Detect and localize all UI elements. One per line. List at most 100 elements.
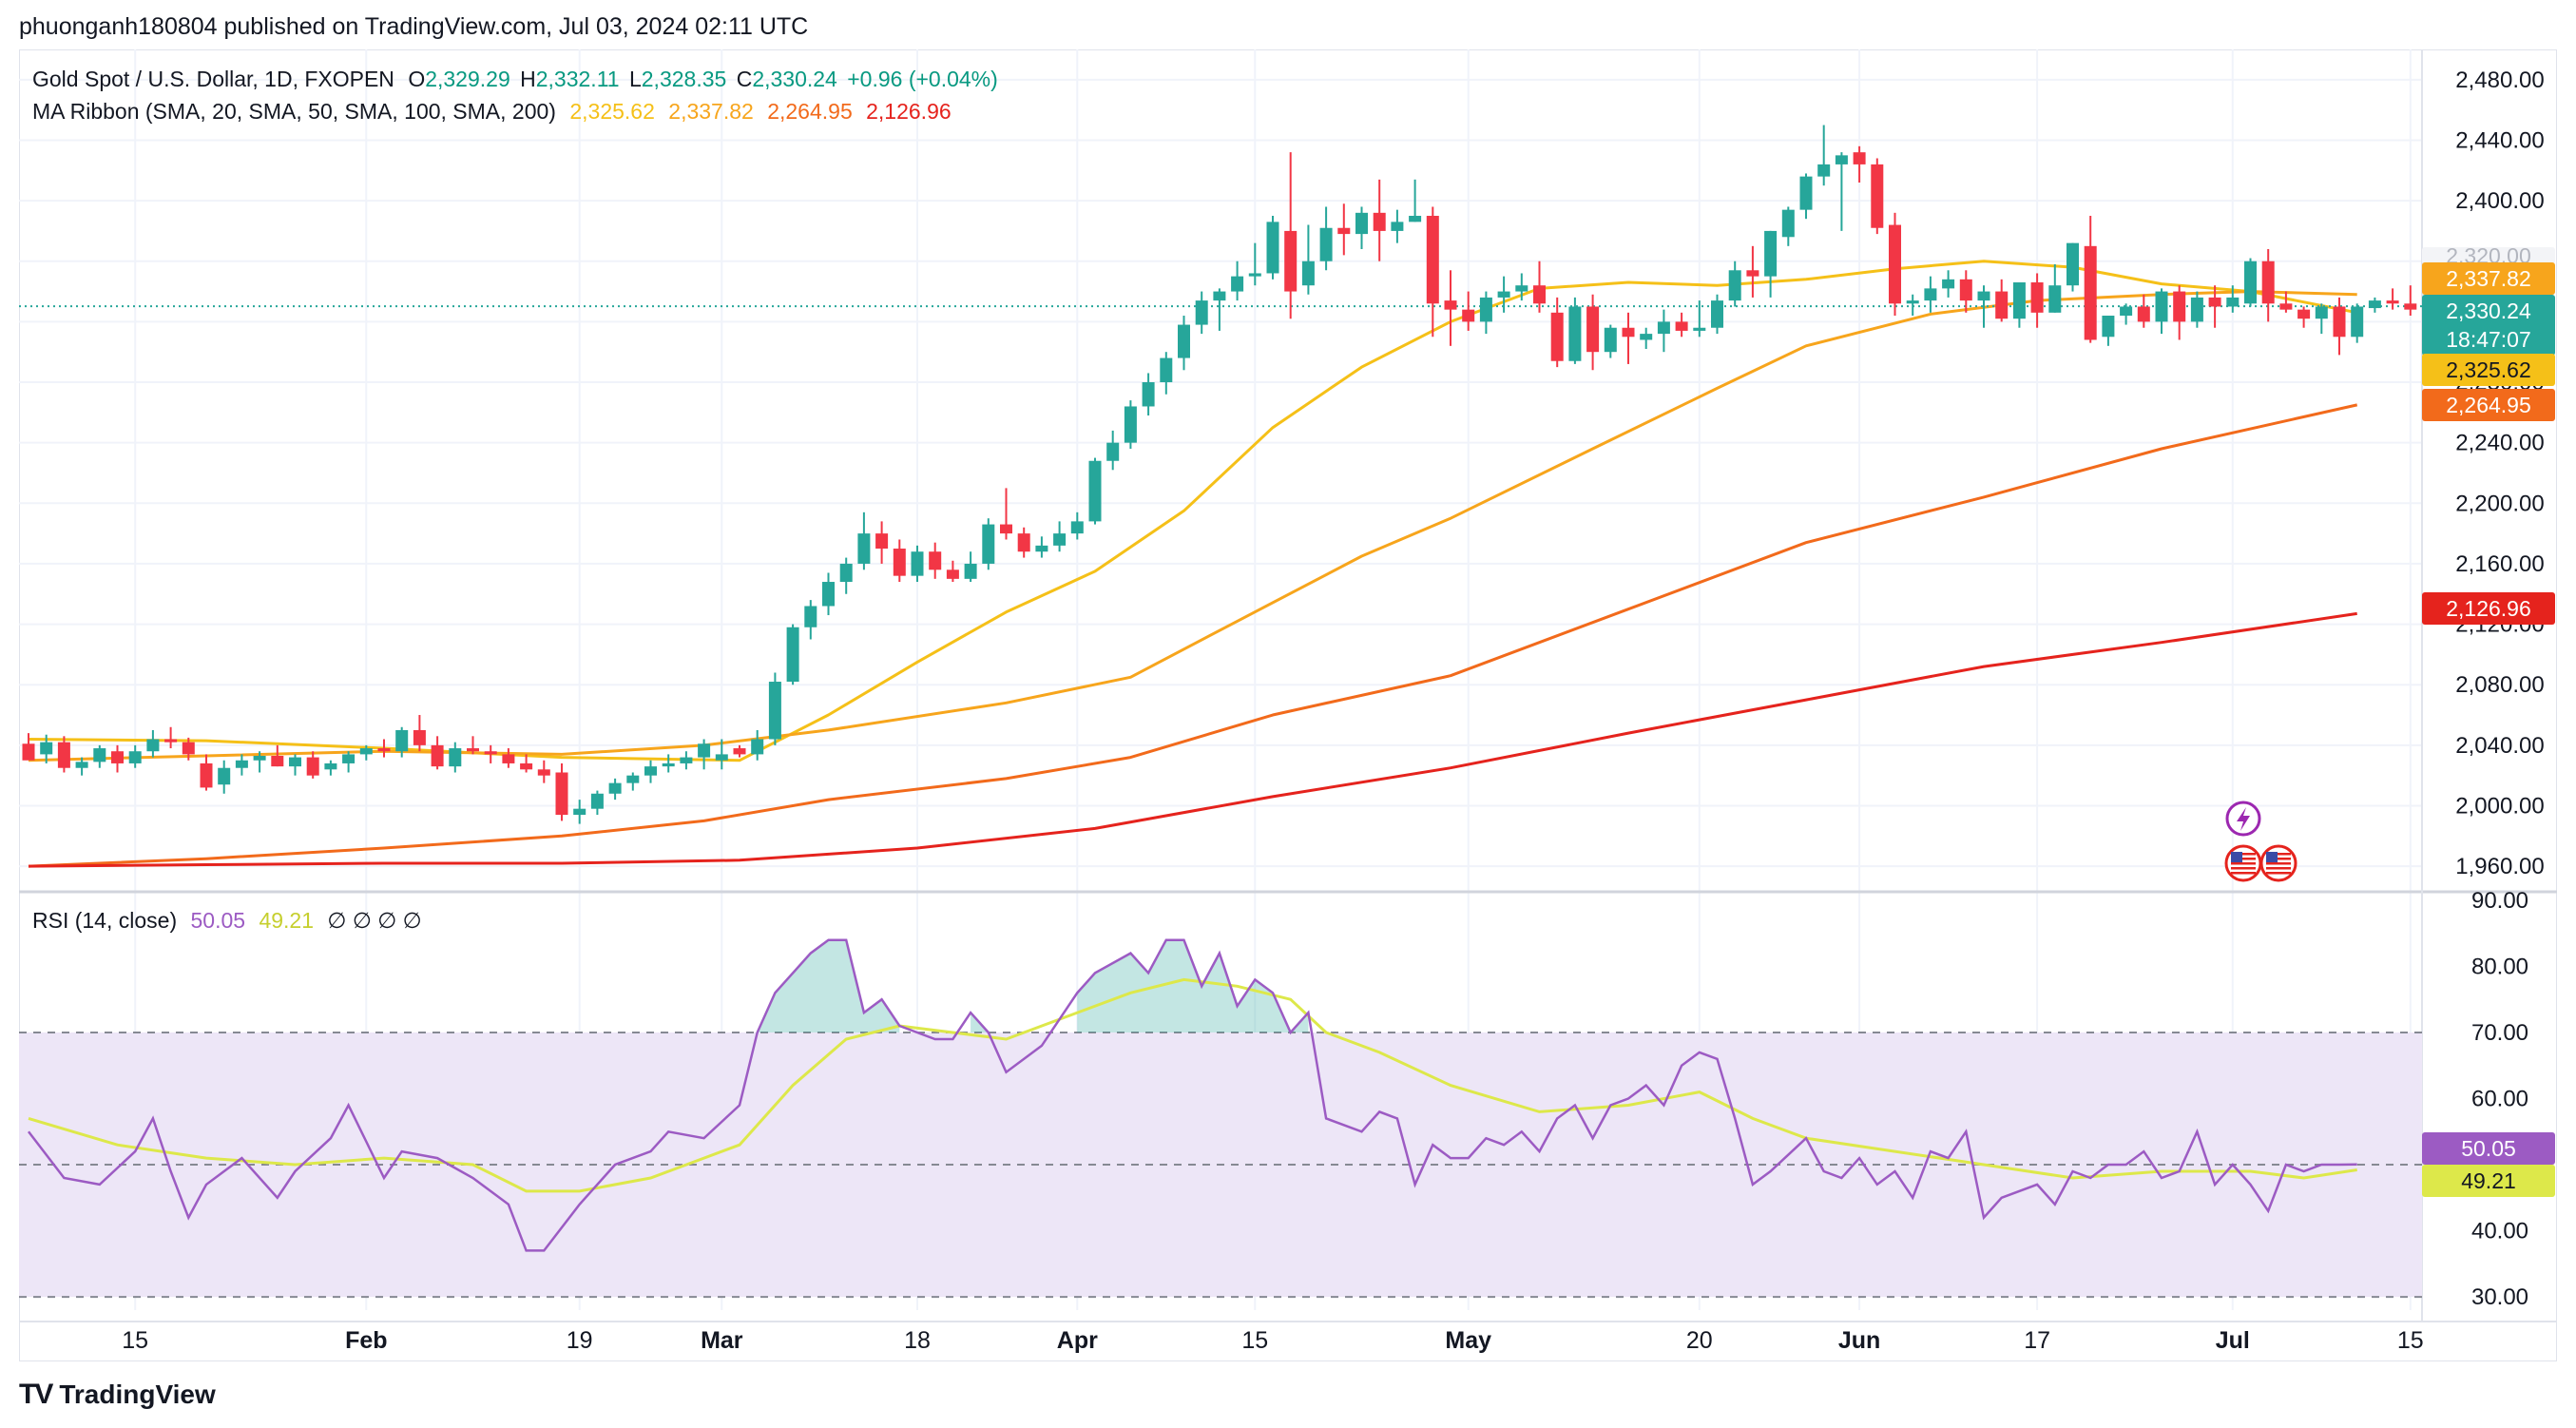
candle-body: [1231, 276, 1244, 292]
candle: [1657, 309, 1670, 353]
candle: [2190, 291, 2203, 328]
candle-body: [1266, 222, 1279, 274]
candle-body: [1248, 273, 1261, 277]
flag-canton: [2266, 852, 2278, 862]
symbol-legend[interactable]: Gold Spot / U.S. Dollar, 1D, FXOPEN O2,3…: [32, 67, 1006, 92]
candle: [1391, 209, 1404, 243]
candle: [1142, 373, 1155, 416]
candlesticks: [22, 125, 2434, 824]
candle: [1550, 297, 1564, 368]
candle: [608, 778, 622, 801]
candle: [2012, 282, 2026, 328]
candle: [1444, 270, 1457, 346]
candle-body: [359, 748, 373, 755]
candle-body: [590, 793, 604, 809]
candle-body: [1319, 227, 1333, 261]
candle-body: [182, 742, 195, 755]
tradingview-brand: TradingView: [59, 1380, 216, 1409]
rsi-tick-label: 80.00: [2471, 954, 2528, 979]
candle-body: [289, 757, 301, 767]
candle: [2084, 216, 2097, 343]
time-tick-label: 20: [1686, 1327, 1713, 1354]
candle: [1622, 312, 1635, 364]
close-price-badge: 2,330.24: [2422, 295, 2555, 327]
candle-body: [911, 551, 924, 576]
time-tick-label: 15: [2397, 1327, 2424, 1354]
candle: [1781, 206, 1795, 246]
publisher-line: phuonganh180804 published on TradingView…: [19, 13, 809, 40]
candle: [2261, 249, 2275, 322]
candle-body: [2190, 297, 2203, 322]
ma50-badge: 2,337.82: [2422, 262, 2555, 295]
price-tick-label: 1,960.00: [2455, 854, 2544, 879]
candle-body: [484, 751, 497, 755]
candle: [1853, 145, 1866, 183]
candle: [555, 762, 568, 821]
candle-body: [1622, 327, 1635, 338]
ma200-value: 2,126.96: [866, 99, 952, 124]
ma-line-sma-100: [28, 403, 2358, 868]
candle: [40, 734, 53, 763]
us-flag-event-icon: [2224, 844, 2262, 882]
tradingview-logo-icon: TV: [19, 1379, 53, 1410]
candle-body: [2226, 297, 2240, 307]
candle-body: [1817, 164, 1831, 177]
candle-body: [57, 742, 70, 768]
candle: [1995, 279, 2009, 322]
candle-body: [2012, 282, 2026, 319]
candle: [822, 572, 835, 616]
time-tick-label: May: [1445, 1327, 1491, 1354]
candle-body: [1586, 306, 1600, 353]
candle-body: [1995, 291, 2009, 319]
rsi-tick-label: 90.00: [2471, 888, 2528, 914]
tradingview-footer[interactable]: TV TradingView: [19, 1379, 216, 1411]
price-tick-label: 2,080.00: [2455, 672, 2544, 698]
candle: [2120, 303, 2133, 325]
candle: [1160, 352, 1173, 395]
candle: [1284, 152, 1298, 319]
candle: [786, 624, 799, 685]
candle: [1640, 327, 1653, 350]
candle-body: [1409, 216, 1422, 222]
candle: [1977, 285, 1990, 328]
price-badges: 2,320.00 2,337.82 2,330.24 18:47:07 2,32…: [2422, 0, 2555, 1428]
candle-body: [1391, 222, 1404, 231]
chart-frame: [19, 49, 2557, 1361]
candle-body: [218, 767, 231, 785]
candle: [839, 557, 853, 594]
candle: [2386, 288, 2399, 310]
rsi-band: [19, 1032, 2422, 1299]
candle: [1746, 245, 1759, 298]
price-change: +0.96 (+0.04%): [847, 67, 998, 91]
candle-body: [751, 739, 764, 755]
candle-body: [2261, 261, 2275, 304]
ma100-value: 2,264.95: [767, 99, 853, 124]
candle-body: [1711, 300, 1723, 328]
candle-body: [2084, 245, 2097, 340]
price-tick-label: 2,200.00: [2455, 491, 2544, 516]
candle-body: [1550, 312, 1564, 361]
candle: [1355, 206, 1368, 250]
rsi-legend[interactable]: RSI (14, close) 50.05 49.21 ∅ ∅ ∅ ∅: [32, 908, 430, 934]
candle: [644, 760, 657, 783]
candle-body: [680, 757, 693, 763]
candle-body: [502, 754, 515, 763]
candle-body: [1017, 533, 1030, 552]
ma-ribbon-legend[interactable]: MA Ribbon (SMA, 20, SMA, 50, SMA, 100, S…: [32, 99, 959, 125]
candle: [2067, 242, 2079, 292]
candle-body: [1675, 321, 1688, 331]
candle-body: [2297, 309, 2311, 319]
event-icons: [2224, 801, 2297, 882]
candle: [2333, 297, 2346, 356]
candle: [413, 715, 426, 752]
ma-line-sma-50: [28, 290, 2357, 762]
candle: [1799, 173, 1813, 220]
candle: [733, 744, 746, 758]
flag-stripe: [2266, 862, 2291, 865]
price-tick-label: 2,160.00: [2455, 551, 2544, 577]
candle: [1301, 224, 1315, 295]
candle: [1568, 297, 1582, 364]
candle-body: [1568, 306, 1582, 361]
candle: [342, 751, 356, 773]
